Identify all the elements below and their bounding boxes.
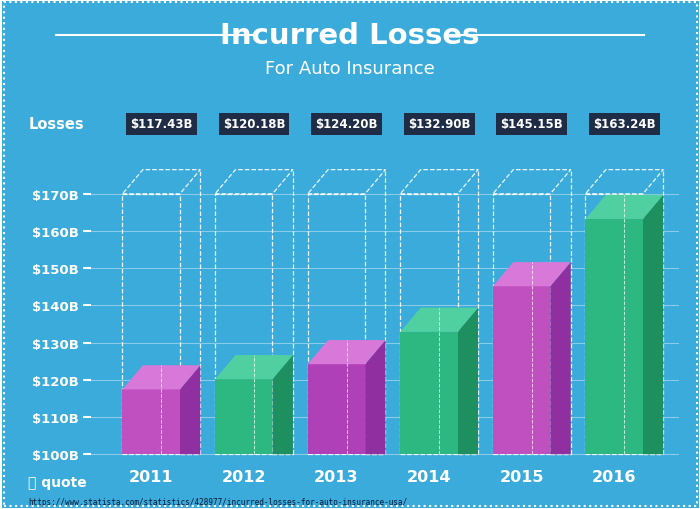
Polygon shape: [585, 195, 664, 219]
Polygon shape: [308, 341, 386, 364]
Text: $124.20B: $124.20B: [315, 118, 378, 131]
Text: $120.18B: $120.18B: [223, 118, 285, 131]
Polygon shape: [550, 263, 570, 455]
Text: Ⓡ quote: Ⓡ quote: [28, 475, 87, 489]
Polygon shape: [458, 308, 478, 455]
Polygon shape: [272, 355, 293, 455]
Text: $145.15B: $145.15B: [500, 118, 563, 131]
Polygon shape: [122, 365, 200, 390]
Polygon shape: [400, 308, 478, 332]
Text: $117.43B: $117.43B: [130, 118, 192, 131]
Text: Losses: Losses: [29, 117, 84, 132]
Text: $163.24B: $163.24B: [593, 118, 656, 131]
Polygon shape: [215, 379, 272, 455]
Polygon shape: [308, 364, 365, 455]
Text: $132.90B: $132.90B: [408, 118, 470, 131]
Polygon shape: [493, 263, 570, 287]
Polygon shape: [585, 219, 643, 455]
Polygon shape: [215, 355, 293, 379]
Polygon shape: [122, 390, 180, 455]
Polygon shape: [180, 365, 200, 455]
Polygon shape: [493, 287, 550, 455]
Text: https://www.statista.com/statistics/428977/incurred-losses-for-auto-insurance-us: https://www.statista.com/statistics/4289…: [28, 497, 407, 506]
Polygon shape: [365, 341, 386, 455]
Text: Incurred Losses: Incurred Losses: [220, 22, 480, 49]
Polygon shape: [643, 195, 664, 455]
Text: For Auto Insurance: For Auto Insurance: [265, 60, 435, 78]
Polygon shape: [400, 332, 458, 455]
